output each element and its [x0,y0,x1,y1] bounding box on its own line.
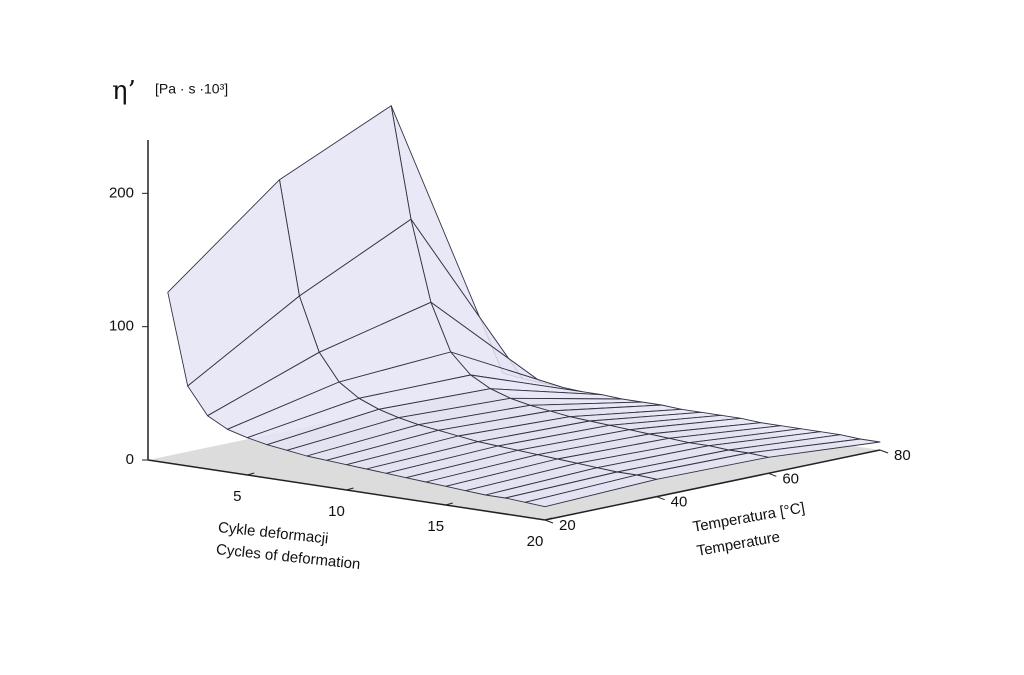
x-tick-label: 20 [527,533,544,550]
y-tick-label: 40 [671,494,688,511]
chart-title: η’ [112,76,136,106]
y-tick-label: 20 [559,517,576,534]
y-tick [768,472,777,477]
y-tick [879,449,889,454]
x-tick-label: 5 [233,488,241,505]
y-tick-label: 60 [782,470,799,487]
z-axis-label: [Pa · s ·10³] [155,81,228,97]
x-tick-label: 10 [328,503,345,520]
z-tick-label: 200 [109,184,134,201]
x-tick [544,517,553,521]
x-tick-label: 15 [427,518,444,535]
x-tick [247,472,255,476]
y-axis-label: Temperatura [°C] [691,499,806,535]
z-tick-label: 100 [109,318,134,335]
axis-line [544,449,881,521]
y-tick [544,519,554,524]
x-tick [445,502,453,506]
surface-patch [524,474,658,508]
y-tick [656,496,665,501]
y-tick-label: 80 [894,447,911,464]
x-axis-label: Cycles of deformation [215,541,361,573]
z-tick-label: 0 [126,451,134,468]
x-tick [346,487,354,491]
